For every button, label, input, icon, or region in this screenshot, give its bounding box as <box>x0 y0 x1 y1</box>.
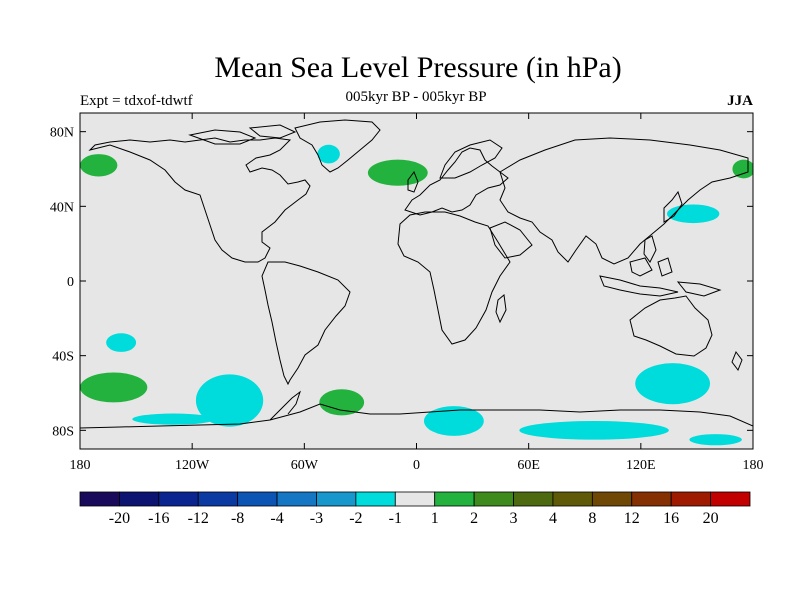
experiment-label: Expt = tdxof-tdwtf <box>80 93 193 109</box>
colorbar-label: -16 <box>148 510 169 527</box>
x-tick-label: 180 <box>70 458 91 473</box>
x-axis: 180 120W 60W 0 60E 120E 180 <box>70 113 764 473</box>
anomaly-region-antarctic-cyan-2 <box>519 421 669 440</box>
colorbar-swatch <box>710 491 751 507</box>
colorbar-label: -12 <box>188 510 209 527</box>
map-title: Mean Sea Level Pressure (in hPa) <box>214 51 622 84</box>
colorbar-swatch <box>513 491 554 507</box>
anomaly-region-s-pacific-cyan-small <box>106 333 137 352</box>
anomaly-region-antarctic-cyan-3 <box>132 413 215 425</box>
colorbar-swatch <box>473 491 514 507</box>
colorbar-label: -8 <box>231 510 244 527</box>
map-subtitle: 005kyr BP - 005kyr BP <box>345 89 487 105</box>
coastline-europe <box>404 147 509 216</box>
coastline-philippines <box>643 235 657 263</box>
y-tick-label: 80S <box>52 424 74 439</box>
coastline-north-america <box>88 137 311 263</box>
anomaly-region-s-pacific-cyan-large <box>195 374 264 427</box>
colorbar-swatch <box>591 491 633 507</box>
colorbar-label: 1 <box>431 510 439 527</box>
x-tick-label: 60W <box>291 458 319 473</box>
anomaly-region-iceland-green <box>367 159 428 186</box>
season-label: JJA <box>727 93 753 109</box>
colorbar-swatch <box>119 491 160 507</box>
coastline-antarctic-peninsula <box>269 390 301 421</box>
y-tick-label: 80N <box>50 126 74 141</box>
anomaly-region-arctic-canada-green <box>80 154 118 177</box>
anomaly-region-greenland-cyan <box>317 144 340 164</box>
colorbar-label: 8 <box>588 510 596 527</box>
colorbar-swatch <box>631 491 672 507</box>
anomaly-region-s-pacific-green <box>80 372 148 403</box>
coastline-south-america <box>261 261 351 386</box>
anomaly-region-s-atlantic-green <box>319 389 365 416</box>
y-tick-label: 0 <box>67 275 74 290</box>
colorbar-swatch <box>316 491 357 507</box>
colorbar-swatch <box>79 491 120 507</box>
colorbar-swatch <box>158 491 199 507</box>
coastline-africa <box>397 211 511 345</box>
colorbar-swatch <box>552 491 593 507</box>
y-tick-label: 40S <box>52 350 74 365</box>
anomaly-layer <box>80 144 753 446</box>
colorbar-label: 16 <box>663 510 679 527</box>
colorbar-label: -1 <box>389 510 402 527</box>
colorbar-swatch <box>237 491 278 507</box>
coastline-layer <box>80 119 753 429</box>
coastline-new-guinea <box>676 281 722 297</box>
x-tick-label: 120E <box>626 458 656 473</box>
colorbar-swatch <box>670 491 711 507</box>
anomaly-region-s-indian-cyan <box>635 363 711 405</box>
colorbar-label: 20 <box>703 510 719 527</box>
colorbar-swatch <box>394 491 436 507</box>
colorbar-swatch <box>197 491 239 507</box>
coastline-japan <box>663 190 683 223</box>
colorbar-label: -2 <box>349 510 362 527</box>
colorbar-label: 4 <box>549 510 557 527</box>
coastline-indonesia <box>599 257 679 297</box>
colorbar-label: -20 <box>109 510 130 527</box>
x-tick-label: 180 <box>743 458 764 473</box>
coastline-arctic-islands <box>188 124 297 145</box>
coastline-madagascar <box>495 294 507 324</box>
anomaly-region-antarctic-cyan-4 <box>689 434 742 446</box>
y-axis: 80N 40N 0 40S 80S <box>50 126 753 439</box>
colorbar-label: -4 <box>270 510 283 527</box>
colorbar: -20 -16 -12 -8 -4 -3 -2 -1 1 2 3 4 8 12 16 20 <box>79 491 751 527</box>
x-tick-label: 0 <box>413 458 420 473</box>
x-tick-label: 120W <box>175 458 210 473</box>
colorbar-swatch <box>355 491 396 507</box>
colorbar-label: -3 <box>310 510 323 527</box>
y-tick-label: 40N <box>50 200 74 215</box>
colorbar-label: 3 <box>510 510 518 527</box>
coastline-greenland <box>294 119 381 173</box>
colorbar-swatch <box>276 491 317 507</box>
coastline-antarctica <box>80 403 753 429</box>
x-tick-label: 60E <box>517 458 540 473</box>
coastline-uk <box>407 170 419 193</box>
coastline-scandinavia <box>439 139 503 179</box>
colorbar-label: 2 <box>470 510 478 527</box>
coastline-arabia <box>489 221 533 259</box>
colorbar-label: 12 <box>624 510 640 527</box>
anomaly-region-east-siberia-green <box>732 159 753 179</box>
colorbar-swatch <box>434 491 475 507</box>
coastline-new-zealand <box>731 350 743 372</box>
coastline-australia <box>629 295 713 357</box>
anomaly-region-antarctic-cyan-1 <box>423 406 484 436</box>
anomaly-region-japan-cyan <box>667 204 720 224</box>
